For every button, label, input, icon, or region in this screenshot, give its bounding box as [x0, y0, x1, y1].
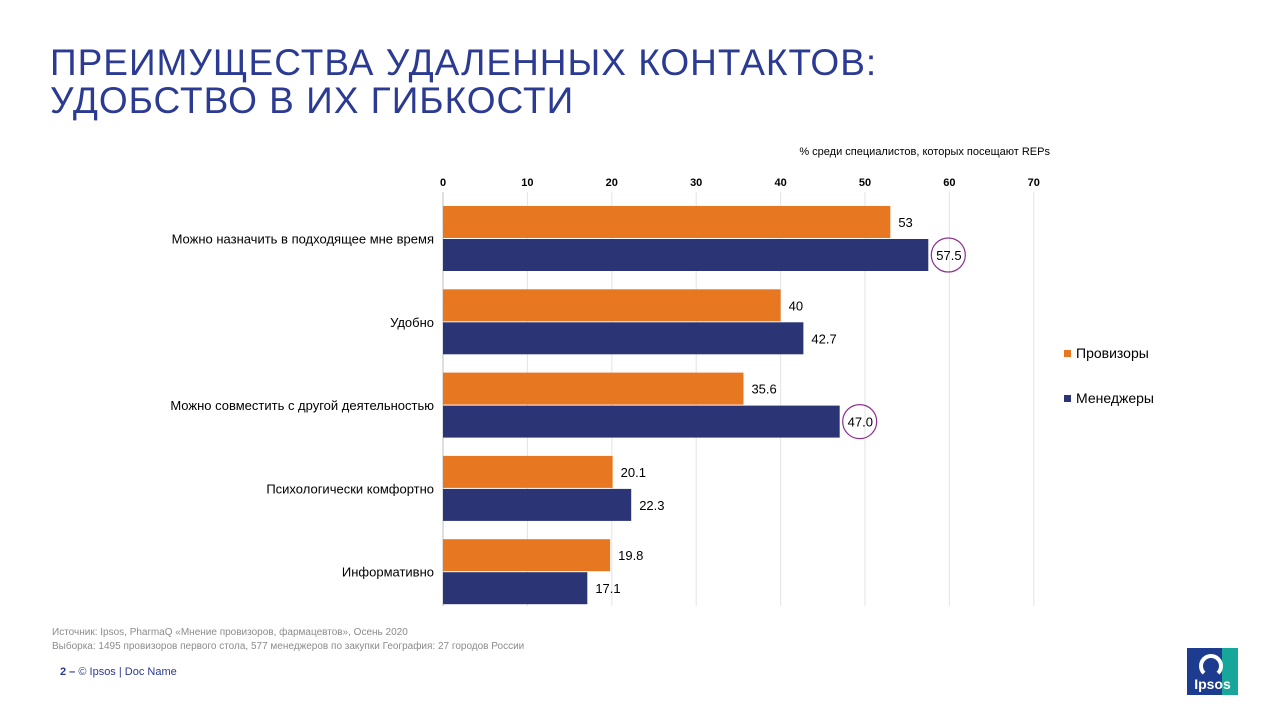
category-label: Психологически комфортно — [266, 481, 434, 496]
tick-label: 0 — [440, 177, 446, 189]
bar — [443, 289, 781, 322]
legend-item-menedzhery: Менеджеры — [1064, 390, 1154, 406]
bar — [443, 488, 632, 521]
source-line-2: Выборка: 1495 провизоров первого стола, … — [52, 641, 525, 652]
footer: 2 – © Ipsos | Doc Name — [60, 666, 177, 678]
slide-title-line-1: ПРЕИМУЩЕСТВА УДАЛЕННЫХ КОНТАКТОВ: — [50, 42, 878, 83]
ipsos-logo: Ipsos — [1187, 648, 1238, 695]
highlight-circle — [930, 237, 966, 273]
data-label: 40 — [789, 298, 803, 313]
tick-label: 40 — [774, 177, 786, 189]
bar — [443, 539, 611, 572]
data-label: 22.3 — [639, 498, 664, 513]
data-label: 47.0 — [848, 415, 873, 430]
bar — [443, 372, 744, 405]
slide-title: ПРЕИМУЩЕСТВА УДАЛЕННЫХ КОНТАКТОВ: УДОБСТ… — [50, 44, 877, 120]
tick-label: 60 — [943, 177, 955, 189]
data-label: 42.7 — [811, 331, 836, 346]
category-label: Информативно — [342, 565, 434, 580]
bar — [443, 405, 840, 438]
legend-swatch-menedzhery — [1064, 394, 1071, 402]
bar — [443, 455, 613, 488]
logo-text: Ipsos — [1194, 676, 1231, 692]
data-label: 20.1 — [621, 465, 646, 480]
legend-label-menedzhery: Менеджеры — [1076, 390, 1154, 406]
data-label: 35.6 — [751, 382, 776, 397]
axis-title: % среди специалистов, которых посещают R… — [799, 146, 1050, 158]
tick-label: 30 — [690, 177, 702, 189]
category-label: Удобно — [390, 315, 434, 330]
page-number: 2 – — [60, 666, 76, 678]
bar — [443, 239, 929, 271]
source-line-1: Источник: Ipsos, PharmaQ «Мнение провизо… — [52, 627, 408, 638]
tick-label: 20 — [606, 177, 618, 189]
slide-title-line-2: УДОБСТВО В ИХ ГИБКОСТИ — [50, 80, 575, 121]
category-label: Можно совместить с другой деятельностью — [170, 398, 434, 413]
legend-item-provizory: Провизоры — [1064, 345, 1149, 361]
data-label: 53 — [898, 215, 912, 230]
tick-label: 10 — [521, 177, 533, 189]
category-label: Можно назначить в подходящее мне время — [172, 232, 434, 247]
source-note: Источник: Ipsos, PharmaQ «Мнение провизо… — [52, 626, 524, 654]
legend-swatch-provizory — [1064, 349, 1071, 357]
bar — [443, 572, 588, 605]
legend-label-provizory: Провизоры — [1076, 345, 1149, 361]
tick-label: 70 — [1028, 177, 1040, 189]
highlight-circle — [842, 404, 878, 440]
data-label: 57.5 — [936, 248, 961, 263]
bar — [443, 206, 891, 238]
footer-text: © Ipsos | Doc Name — [78, 666, 177, 678]
tick-label: 50 — [859, 177, 871, 189]
data-label: 17.1 — [595, 581, 620, 596]
bar — [443, 322, 804, 355]
data-label: 19.8 — [618, 548, 643, 563]
